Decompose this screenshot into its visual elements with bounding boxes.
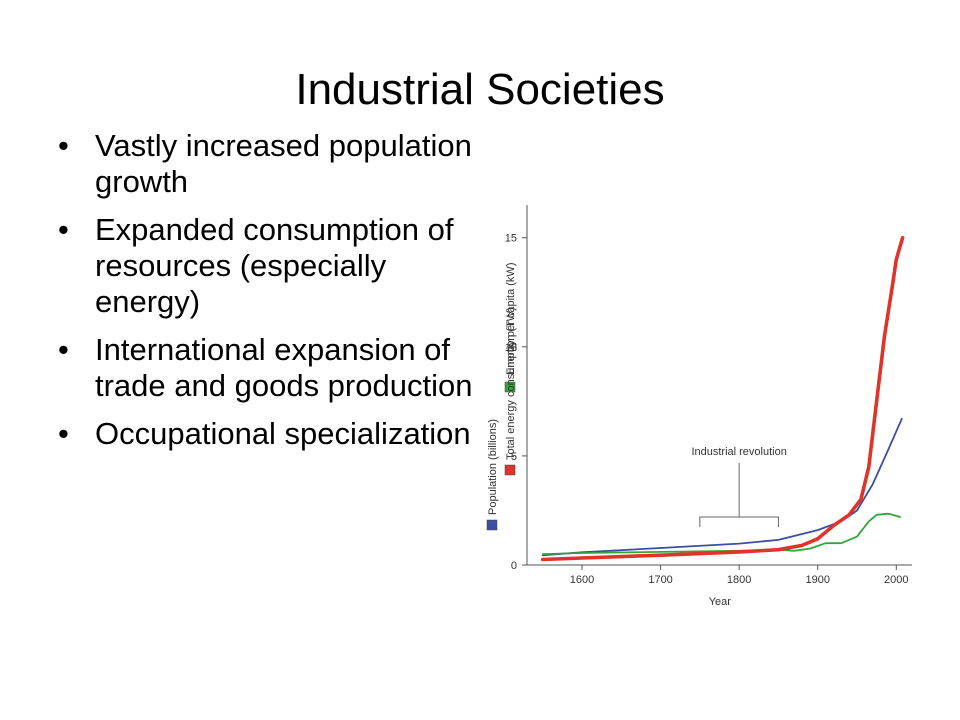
legend-swatch [504, 464, 516, 476]
x-axis-label: Year [709, 596, 732, 608]
y-tick-label: 15 [505, 233, 517, 245]
bullet-text: Occupational specialization [95, 416, 471, 451]
x-tick-label: 1600 [570, 574, 594, 586]
bullet-dot: • [58, 212, 69, 247]
series-line [540, 235, 905, 562]
series-line [541, 417, 903, 557]
chart-svg: 0 5 10 15 1600 1700 1800 1900 2000 Year Population… [486, 205, 912, 608]
energy-population-chart: 0 5 10 15 1600 1700 1800 1900 2000 Year Population… [470, 195, 930, 620]
legend-label: Population (billions) [487, 419, 499, 515]
annotation-label: Industrial revolution [691, 446, 786, 458]
x-tick-label: 1800 [727, 574, 751, 586]
bullet-text: International expansion of trade and goo… [95, 332, 473, 403]
x-tick-label: 1900 [805, 574, 829, 586]
bullet-item: • International expansion of trade and g… [58, 332, 478, 404]
y-tick-label: 10 [505, 342, 517, 354]
bullet-dot: • [58, 128, 69, 163]
legend-swatch [504, 381, 516, 393]
annotation-bracket [699, 463, 779, 527]
x-tick-label: 2000 [884, 574, 908, 586]
bullet-text: Vastly increased population growth [95, 128, 472, 199]
bullet-dot: • [58, 332, 69, 367]
series-line [541, 512, 902, 555]
y-tick-label: 5 [511, 451, 517, 463]
x-tick-label: 1700 [648, 574, 672, 586]
bullet-list: • Vastly increased population growth • E… [58, 128, 478, 464]
slide-title: Industrial Societies [295, 65, 665, 114]
bullet-item: • Occupational specialization [58, 416, 478, 452]
legend-label: Energy per capita (kW) [505, 263, 517, 375]
legend-label: Total energy consumption (TW) [505, 307, 517, 460]
bullet-dot: • [58, 416, 69, 451]
bullet-item: • Expanded consumption of resources (esp… [58, 212, 478, 320]
y-tick-label: 0 [511, 560, 517, 572]
bullet-text: Expanded consumption of resources (espec… [95, 212, 454, 319]
legend-swatch [486, 519, 498, 531]
bullet-item: • Vastly increased population growth [58, 128, 478, 200]
